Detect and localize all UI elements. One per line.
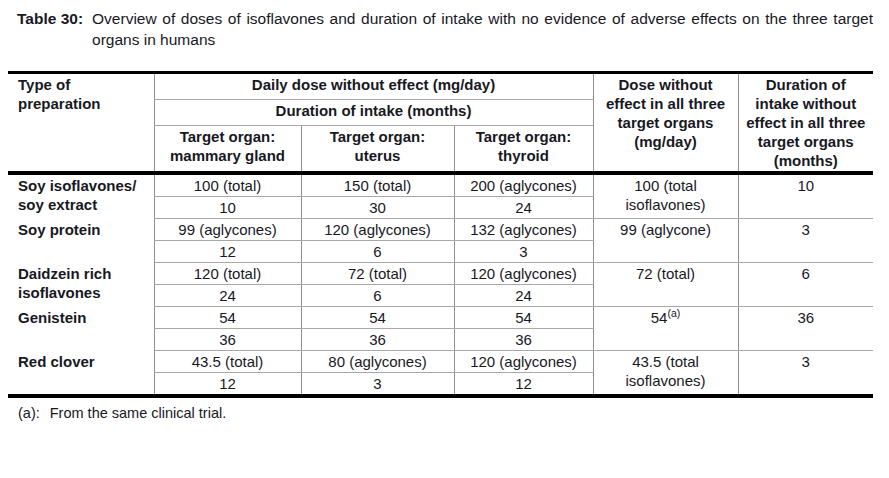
row-red-clover-dose: Red clover 43.5 (total) 80 (aglycones) 1… <box>8 351 873 373</box>
cell-uterus-dose: 54 <box>301 307 454 329</box>
cell-mammary-dose: 99 (aglycones) <box>154 219 301 241</box>
cell-thyroid-dose: 120 (aglycones) <box>454 263 593 285</box>
cell-mammary-dose: 54 <box>154 307 301 329</box>
row-soy-protein-dose: Soy protein 99 (aglycones) 120 (aglycone… <box>8 219 873 241</box>
table-caption: Table 30: Overview of doses of isoflavon… <box>17 8 873 50</box>
footnote-label: (a): <box>18 405 40 421</box>
cell-thyroid-months: 36 <box>454 329 593 351</box>
header-row-1: Type of preparation Daily dose without e… <box>8 73 873 100</box>
cell-thyroid-months: 24 <box>454 285 593 307</box>
row-daidzein-dose: Daidzein rich isoflavones 120 (total) 72… <box>8 263 873 285</box>
cell-mammary-months: 36 <box>154 329 301 351</box>
cell-mammary-months: 12 <box>154 373 301 397</box>
row-soy-isoflavones-dose: Soy isoflavones/ soy extract 100 (total)… <box>8 173 873 197</box>
cell-preparation: Genistein <box>8 307 154 351</box>
cell-mammary-months: 12 <box>154 241 301 263</box>
cell-mammary-months: 24 <box>154 285 301 307</box>
cell-thyroid-dose: 54 <box>454 307 593 329</box>
header-all-organs-duration: Duration of intake without effect in all… <box>738 73 873 174</box>
cell-thyroid-months: 24 <box>454 197 593 219</box>
cell-all-organs-dose: 100 (total isoflavones) <box>593 173 738 219</box>
header-organ-thyroid: Target organ: thyroid <box>454 125 593 173</box>
cell-uterus-dose: 72 (total) <box>301 263 454 285</box>
header-organ-uterus: Target organ: uterus <box>301 125 454 173</box>
cell-mammary-months: 10 <box>154 197 301 219</box>
cell-mammary-dose: 43.5 (total) <box>154 351 301 373</box>
cell-uterus-months: 6 <box>301 241 454 263</box>
header-type-of-preparation: Type of preparation <box>8 73 154 174</box>
all-dose-value: 43.5 (total isoflavones) <box>625 353 705 389</box>
cell-thyroid-dose: 132 (aglycones) <box>454 219 593 241</box>
footnote-text: From the same clinical trial. <box>50 405 226 421</box>
cell-all-organs-months: 36 <box>738 307 873 351</box>
cell-thyroid-dose: 120 (aglycones) <box>454 351 593 373</box>
cell-all-organs-months: 3 <box>738 219 873 263</box>
cell-uterus-months: 30 <box>301 197 454 219</box>
header-daily-dose-group: Daily dose without effect (mg/day) <box>154 73 593 100</box>
cell-mammary-dose: 100 (total) <box>154 173 301 197</box>
cell-all-organs-months: 6 <box>738 263 873 307</box>
document-page: Table 30: Overview of doses of isoflavon… <box>0 8 889 478</box>
cell-uterus-months: 6 <box>301 285 454 307</box>
header-duration-group: Duration of intake (months) <box>154 99 593 125</box>
cell-thyroid-months: 3 <box>454 241 593 263</box>
cell-uterus-dose: 150 (total) <box>301 173 454 197</box>
cell-preparation: Daidzein rich isoflavones <box>8 263 154 307</box>
cell-preparation: Soy protein <box>8 219 154 263</box>
cell-uterus-dose: 120 (aglycones) <box>301 219 454 241</box>
cell-all-organs-dose: 43.5 (total isoflavones) <box>593 351 738 397</box>
cell-thyroid-months: 12 <box>454 373 593 397</box>
header-organ-mammary: Target organ: mammary gland <box>154 125 301 173</box>
footnote-marker: (a) <box>667 307 680 319</box>
table-footnote: (a): From the same clinical trial. <box>18 404 889 422</box>
all-dose-value: 54 <box>651 309 668 326</box>
all-dose-value: 72 (total) <box>636 265 695 282</box>
cell-all-organs-months: 10 <box>738 173 873 219</box>
cell-uterus-months: 3 <box>301 373 454 397</box>
isoflavone-doses-table: Type of preparation Daily dose without e… <box>8 71 873 398</box>
table-title-text: Overview of doses of isoflavones and dur… <box>92 8 873 50</box>
header-all-organs-dose: Dose without effect in all three target … <box>593 73 738 174</box>
all-dose-value: 100 (total isoflavones) <box>625 177 705 213</box>
cell-all-organs-dose: 54(a) <box>593 307 738 351</box>
cell-all-organs-dose: 99 (aglycone) <box>593 219 738 263</box>
cell-preparation: Soy isoflavones/ soy extract <box>8 173 154 219</box>
table-header: Type of preparation Daily dose without e… <box>8 73 873 174</box>
table-body: Soy isoflavones/ soy extract 100 (total)… <box>8 173 873 396</box>
table-number: Table 30: <box>17 8 83 29</box>
cell-preparation: Red clover <box>8 351 154 397</box>
cell-uterus-dose: 80 (aglycones) <box>301 351 454 373</box>
row-genistein-dose: Genistein 54 54 54 54(a) 36 <box>8 307 873 329</box>
cell-all-organs-dose: 72 (total) <box>593 263 738 307</box>
cell-mammary-dose: 120 (total) <box>154 263 301 285</box>
cell-uterus-months: 36 <box>301 329 454 351</box>
all-dose-value: 99 (aglycone) <box>620 221 711 238</box>
cell-all-organs-months: 3 <box>738 351 873 397</box>
cell-thyroid-dose: 200 (aglycones) <box>454 173 593 197</box>
